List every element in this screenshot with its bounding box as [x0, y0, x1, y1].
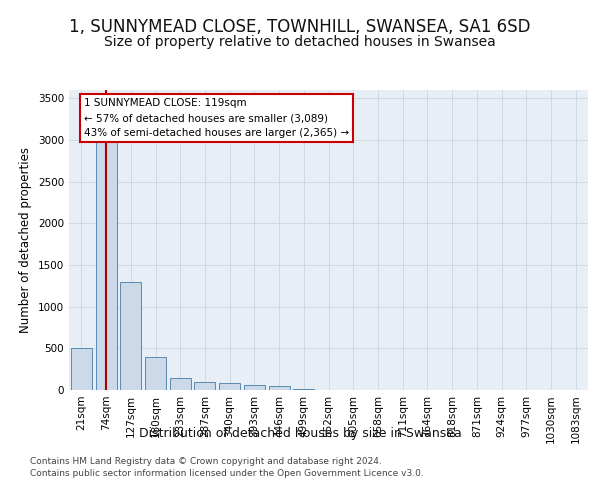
Text: 1 SUNNYMEAD CLOSE: 119sqm
← 57% of detached houses are smaller (3,089)
43% of se: 1 SUNNYMEAD CLOSE: 119sqm ← 57% of detac…: [84, 98, 349, 138]
Bar: [194, 382, 215, 390]
Bar: [95, 115, 116, 390]
Bar: [120, 282, 141, 390]
Bar: [293, 389, 314, 390]
Text: 1, SUNNYMEAD CLOSE, TOWNHILL, SWANSEA, SA1 6SD: 1, SUNNYMEAD CLOSE, TOWNHILL, SWANSEA, S…: [69, 18, 531, 36]
Text: Contains HM Land Registry data © Crown copyright and database right 2024.: Contains HM Land Registry data © Crown c…: [30, 457, 382, 466]
Y-axis label: Number of detached properties: Number of detached properties: [19, 147, 32, 333]
Text: Size of property relative to detached houses in Swansea: Size of property relative to detached ho…: [104, 35, 496, 49]
Bar: [71, 348, 92, 390]
Bar: [219, 384, 240, 390]
Text: Contains public sector information licensed under the Open Government Licence v3: Contains public sector information licen…: [30, 469, 424, 478]
Bar: [170, 378, 191, 390]
Bar: [244, 384, 265, 390]
Bar: [269, 386, 290, 390]
Text: Distribution of detached houses by size in Swansea: Distribution of detached houses by size …: [139, 428, 461, 440]
Bar: [145, 356, 166, 390]
